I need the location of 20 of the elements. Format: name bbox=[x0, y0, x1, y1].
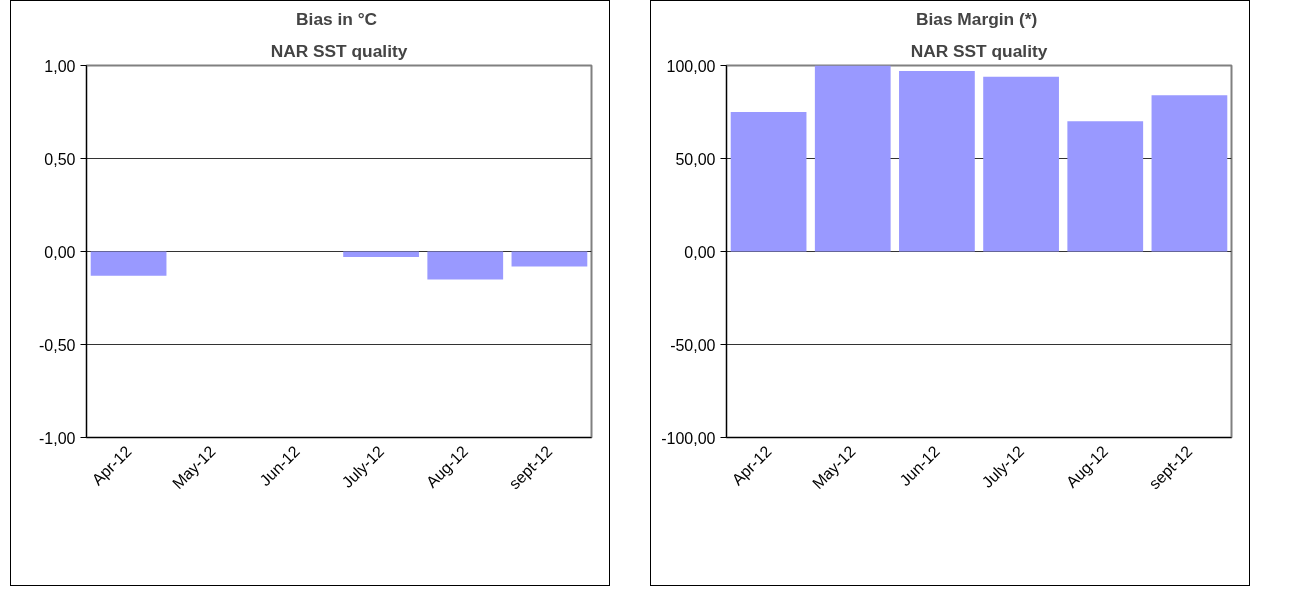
bar bbox=[730, 112, 807, 252]
bar bbox=[814, 65, 891, 252]
y-tick-label: 50,00 bbox=[675, 150, 716, 168]
bar bbox=[899, 71, 975, 252]
y-tick-label: 1,00 bbox=[44, 57, 76, 75]
chart-title: Bias Margin (*) bbox=[915, 8, 1038, 29]
y-tick-label: 0,50 bbox=[44, 150, 76, 168]
y-tick-label: -100,00 bbox=[661, 429, 716, 447]
bar bbox=[1067, 121, 1144, 252]
chart-subtitle: NAR SST quality bbox=[910, 40, 1048, 61]
y-tick-label: -1,00 bbox=[39, 429, 76, 447]
chart-title: Bias in °C bbox=[296, 8, 378, 29]
y-tick-label: 0,00 bbox=[44, 243, 76, 261]
bar bbox=[1151, 95, 1228, 252]
bar bbox=[983, 76, 1059, 252]
y-tick-label: -0,50 bbox=[39, 336, 76, 354]
y-tick-label: 0,00 bbox=[684, 243, 716, 261]
chart-subtitle: NAR SST quality bbox=[270, 40, 408, 61]
y-tick-label: -50,00 bbox=[670, 336, 716, 354]
y-tick-label: 100,00 bbox=[666, 57, 716, 75]
